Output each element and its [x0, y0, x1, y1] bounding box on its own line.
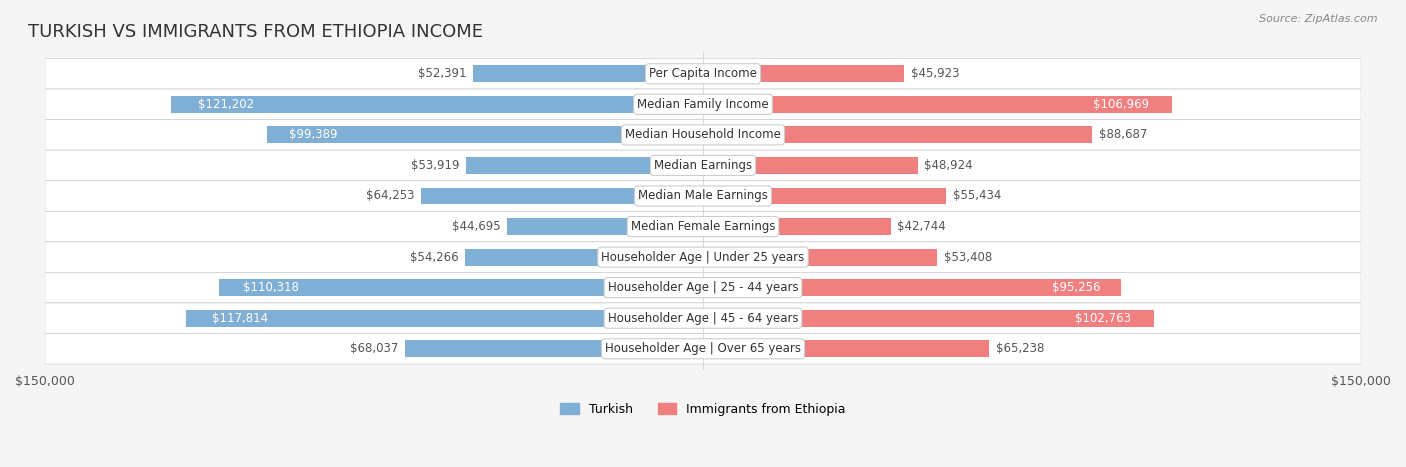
- FancyBboxPatch shape: [45, 333, 1361, 364]
- Bar: [186, 310, 703, 326]
- Bar: [703, 279, 1121, 296]
- Text: $106,969: $106,969: [1092, 98, 1149, 111]
- Bar: [467, 157, 703, 174]
- Text: Median Earnings: Median Earnings: [654, 159, 752, 172]
- FancyBboxPatch shape: [45, 211, 1361, 242]
- Bar: [703, 65, 904, 82]
- Bar: [267, 127, 703, 143]
- Text: Householder Age | 45 - 64 years: Householder Age | 45 - 64 years: [607, 312, 799, 325]
- FancyBboxPatch shape: [45, 150, 1361, 181]
- Text: $95,256: $95,256: [1052, 281, 1099, 294]
- Text: $117,814: $117,814: [212, 312, 269, 325]
- Text: Householder Age | 25 - 44 years: Householder Age | 25 - 44 years: [607, 281, 799, 294]
- FancyBboxPatch shape: [45, 242, 1361, 272]
- FancyBboxPatch shape: [45, 89, 1361, 120]
- Text: Householder Age | Over 65 years: Householder Age | Over 65 years: [605, 342, 801, 355]
- Text: Median Household Income: Median Household Income: [626, 128, 780, 142]
- Bar: [703, 310, 1154, 326]
- Bar: [422, 188, 703, 205]
- Text: $45,923: $45,923: [911, 67, 959, 80]
- Text: $42,744: $42,744: [897, 220, 946, 233]
- Bar: [405, 340, 703, 357]
- Bar: [703, 188, 946, 205]
- Bar: [703, 340, 990, 357]
- Text: $68,037: $68,037: [350, 342, 398, 355]
- Text: Median Family Income: Median Family Income: [637, 98, 769, 111]
- Text: $88,687: $88,687: [1098, 128, 1147, 142]
- Bar: [703, 96, 1173, 113]
- Text: $53,919: $53,919: [412, 159, 460, 172]
- Text: Median Male Earnings: Median Male Earnings: [638, 190, 768, 203]
- Text: Median Female Earnings: Median Female Earnings: [631, 220, 775, 233]
- FancyBboxPatch shape: [45, 120, 1361, 150]
- Bar: [703, 127, 1092, 143]
- Bar: [703, 157, 918, 174]
- Text: $54,266: $54,266: [409, 251, 458, 263]
- Text: $55,434: $55,434: [953, 190, 1001, 203]
- Text: $53,408: $53,408: [943, 251, 993, 263]
- Text: Per Capita Income: Per Capita Income: [650, 67, 756, 80]
- Text: $52,391: $52,391: [418, 67, 467, 80]
- Bar: [703, 218, 890, 235]
- Text: $121,202: $121,202: [198, 98, 254, 111]
- Text: $102,763: $102,763: [1076, 312, 1132, 325]
- Text: $44,695: $44,695: [451, 220, 501, 233]
- Legend: Turkish, Immigrants from Ethiopia: Turkish, Immigrants from Ethiopia: [555, 398, 851, 421]
- Bar: [508, 218, 703, 235]
- Text: TURKISH VS IMMIGRANTS FROM ETHIOPIA INCOME: TURKISH VS IMMIGRANTS FROM ETHIOPIA INCO…: [28, 23, 484, 42]
- Bar: [703, 249, 938, 266]
- Text: Householder Age | Under 25 years: Householder Age | Under 25 years: [602, 251, 804, 263]
- FancyBboxPatch shape: [45, 272, 1361, 303]
- Text: $64,253: $64,253: [366, 190, 415, 203]
- Bar: [219, 279, 703, 296]
- Text: Source: ZipAtlas.com: Source: ZipAtlas.com: [1260, 14, 1378, 24]
- FancyBboxPatch shape: [45, 58, 1361, 89]
- Text: $99,389: $99,389: [288, 128, 337, 142]
- Bar: [172, 96, 703, 113]
- Bar: [465, 249, 703, 266]
- FancyBboxPatch shape: [45, 303, 1361, 333]
- Text: $110,318: $110,318: [243, 281, 299, 294]
- Bar: [474, 65, 703, 82]
- Text: $65,238: $65,238: [995, 342, 1045, 355]
- FancyBboxPatch shape: [45, 181, 1361, 211]
- Text: $48,924: $48,924: [924, 159, 973, 172]
